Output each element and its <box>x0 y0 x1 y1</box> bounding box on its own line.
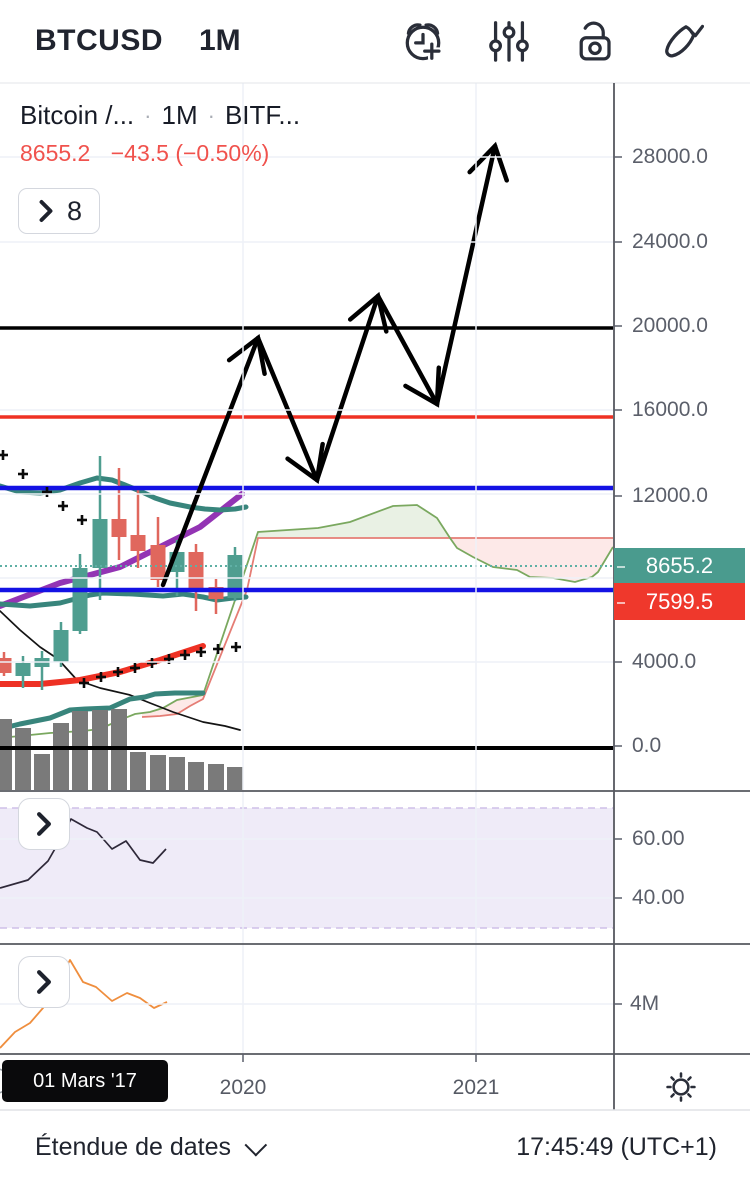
chevron-right-icon <box>37 970 51 994</box>
purple-trend <box>0 491 245 609</box>
volume-bar <box>130 752 146 790</box>
symbol-title[interactable]: BTCUSD <box>35 24 163 57</box>
price-axis-label: 16000.0 <box>632 398 708 421</box>
sliders-icon <box>489 21 529 62</box>
indicator-settings-button[interactable] <box>486 18 532 64</box>
candle-body <box>92 519 108 568</box>
trend-arrow <box>375 293 442 408</box>
candle-body <box>53 630 69 662</box>
volume-bar <box>208 764 224 790</box>
volume-bar <box>188 762 204 790</box>
date-range-label: Étendue de dates <box>35 1133 231 1161</box>
legend-symbol: Bitcoin /... <box>20 100 135 130</box>
teal-mid <box>0 590 249 609</box>
time-axis-label: 2021 <box>452 1076 500 1099</box>
bottom-toolbar: Étendue de dates 17:45:49 (UTC+1) <box>0 1111 750 1184</box>
sun-icon <box>666 1072 696 1102</box>
plot-area <box>0 141 613 1049</box>
header-bar: BTCUSD 1M <box>0 0 750 82</box>
candle-body <box>150 545 166 580</box>
indicators-count: 8 <box>66 195 83 226</box>
price-axis-label: 20000.0 <box>632 314 708 337</box>
volume-bar <box>169 757 185 790</box>
trend-arrow <box>255 335 325 484</box>
lock-button[interactable] <box>572 18 618 64</box>
candle-body <box>188 552 204 588</box>
lock-open-icon <box>579 21 611 61</box>
volume-indicator-line <box>0 959 168 1049</box>
price-axis-label: 24000.0 <box>632 230 708 253</box>
legend-exchange: BITF... <box>224 100 301 130</box>
clock-timezone-button[interactable]: 17:45:49 (UTC+1) <box>516 1133 717 1161</box>
theme-toggle-button[interactable] <box>662 1068 700 1106</box>
interval-selector[interactable]: 1M <box>199 24 241 57</box>
trend-arrow <box>434 141 509 407</box>
brush-check-icon <box>665 24 704 58</box>
black-ma <box>0 610 241 731</box>
price-axis-badge: 7599.5 <box>614 583 745 620</box>
senkou-b-line <box>141 537 613 718</box>
volume-bar <box>150 755 166 790</box>
drawing-brush-button[interactable] <box>658 18 704 64</box>
legend-last-price: 8655.2 <box>20 140 91 166</box>
candle-body <box>72 568 88 631</box>
rsi-pane-expand-button[interactable] <box>18 798 70 850</box>
indicators-collapse-button[interactable]: 8 <box>18 188 100 234</box>
volume-axis-label: 4M <box>630 992 660 1015</box>
price-axis-label: 28000.0 <box>632 145 708 168</box>
chevron-right-icon <box>39 200 53 222</box>
legend-price-row: 8655.2 −43.5 (−0.50%) <box>20 140 300 167</box>
volume-bar <box>34 754 50 790</box>
trend-arrow <box>160 333 267 588</box>
volume-bar <box>227 767 243 790</box>
volume-bar <box>0 719 12 790</box>
cloud-pink-fill <box>142 695 203 717</box>
legend-change: −43.5 (−0.50%) <box>110 140 270 166</box>
volume-bar <box>53 723 69 790</box>
volume-bar <box>72 711 88 790</box>
alarm-add-button[interactable] <box>400 18 446 64</box>
cloud-pink-fill <box>450 538 613 582</box>
candle-body <box>111 519 127 537</box>
candle-body <box>15 663 31 676</box>
chart-legend: Bitcoin /... · 1M · BITF... 8655.2 −43.5… <box>20 100 300 167</box>
legend-interval: 1M <box>161 100 198 130</box>
rsi-line <box>0 818 167 889</box>
legend-title-row: Bitcoin /... · 1M · BITF... <box>20 100 300 131</box>
rsi-axis-label: 40.00 <box>632 886 685 909</box>
price-axis-label: 0.0 <box>632 734 662 757</box>
teal-lower <box>0 690 206 732</box>
cloud-green-fill <box>258 505 450 538</box>
date-tooltip: 01 Mars '17 <box>2 1060 168 1102</box>
candle-body <box>130 535 146 551</box>
chevron-down-icon <box>244 1133 268 1156</box>
date-range-dropdown[interactable]: Étendue de dates <box>35 1133 268 1162</box>
legend-separator: · <box>207 102 215 128</box>
price-axis-label: 12000.0 <box>632 484 708 507</box>
trend-arrow <box>314 291 389 483</box>
time-axis-label: 2020 <box>219 1076 267 1099</box>
rsi-axis-label: 60.00 <box>632 827 685 850</box>
chevron-right-icon <box>37 812 51 836</box>
volume-bar <box>15 728 31 790</box>
price-axis-badge: 8655.2 <box>614 548 745 583</box>
header-icon-group <box>400 18 704 64</box>
alarm-add-icon <box>405 23 443 63</box>
volume-pane-expand-button[interactable] <box>18 956 70 1008</box>
price-axis-label: 4000.0 <box>632 650 697 673</box>
candle-body <box>0 658 12 673</box>
rsi-band <box>0 808 613 928</box>
legend-separator: · <box>144 102 152 128</box>
